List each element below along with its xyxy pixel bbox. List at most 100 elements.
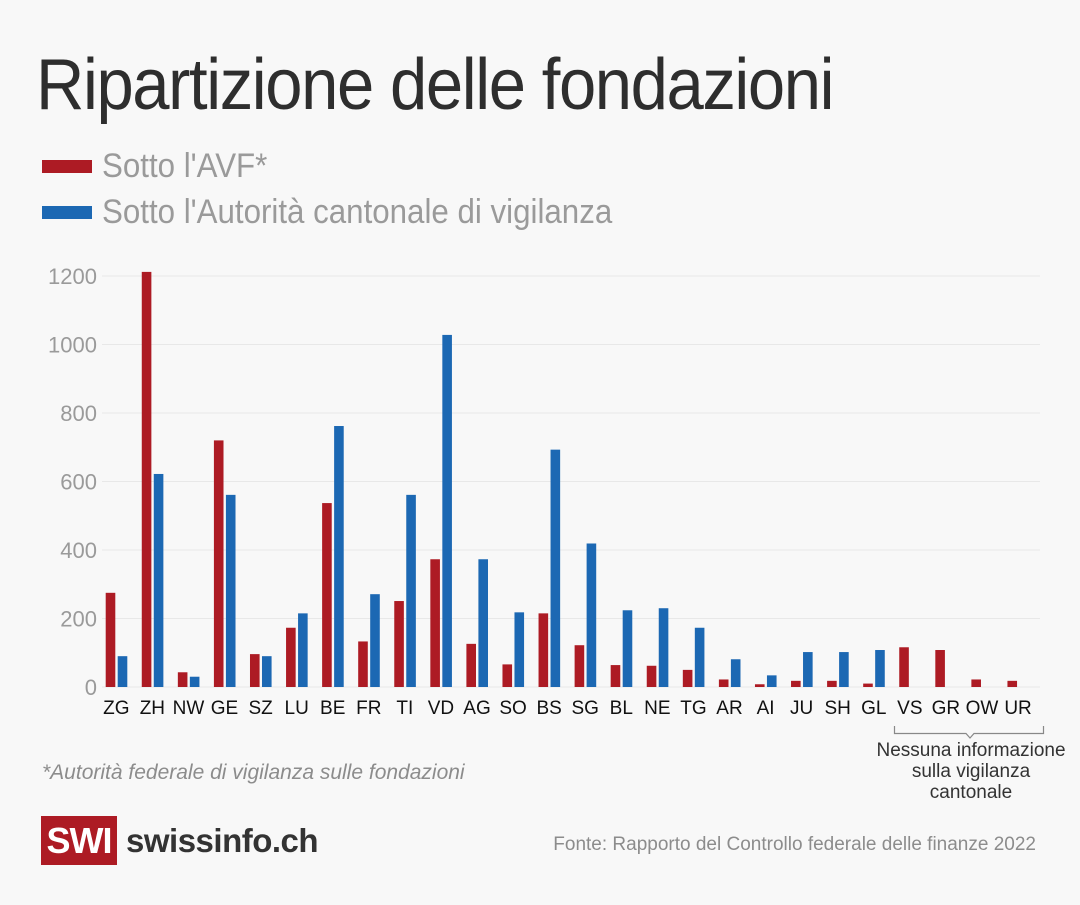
- x-tick-label: TG: [680, 698, 706, 719]
- source-note: Fonte: Rapporto del Controllo federale d…: [553, 834, 1036, 855]
- bars: [105, 271, 1018, 687]
- y-axis-ticks: 0 200 400 600 800 1000 1200: [48, 264, 97, 700]
- bar-avf-so[interactable]: [502, 664, 513, 687]
- bar-avf-zh[interactable]: [141, 271, 152, 687]
- bar-cantonal-zg[interactable]: [117, 656, 128, 687]
- bar-avf-ow[interactable]: [971, 679, 981, 687]
- annotation-bracket: [893, 726, 1045, 739]
- bar-avf-ge[interactable]: [213, 440, 224, 687]
- x-tick-label: BS: [536, 698, 561, 719]
- legend-swatch-avf: [42, 159, 92, 173]
- footnote: *Autorità federale di vigilanza sulle fo…: [42, 761, 465, 784]
- x-tick-label: GL: [861, 698, 886, 719]
- bar-avf-be[interactable]: [322, 503, 332, 687]
- bar-avf-gl[interactable]: [863, 683, 873, 687]
- bar-avf-sh[interactable]: [827, 680, 837, 687]
- x-tick-label: VS: [897, 698, 922, 719]
- x-tick-label: FR: [356, 698, 381, 719]
- bar-cantonal-ag[interactable]: [478, 559, 488, 687]
- y-tick-label: 1000: [48, 333, 97, 358]
- bar-cantonal-sg[interactable]: [586, 543, 597, 687]
- x-tick-label: GR: [932, 698, 961, 719]
- bar-avf-bl[interactable]: [610, 665, 621, 687]
- bar-avf-ag[interactable]: [466, 643, 476, 687]
- bar-avf-ur[interactable]: [1007, 680, 1018, 687]
- x-tick-label: BE: [320, 698, 345, 719]
- bar-avf-ar[interactable]: [718, 679, 729, 687]
- annotation-line-3: cantonale: [929, 782, 1013, 803]
- y-tick-label: 400: [60, 538, 97, 563]
- legend-item-avf: Sotto l'AVF*: [42, 146, 282, 186]
- x-tick-label: AG: [463, 698, 490, 719]
- no-info-annotation: Nessuna informazione sulla vigilanza can…: [866, 740, 1076, 803]
- bar-cantonal-so[interactable]: [514, 612, 525, 687]
- x-tick-label: SZ: [248, 698, 273, 719]
- swissinfo-logo[interactable]: SWI swissinfo.ch: [41, 816, 319, 865]
- bar-cantonal-vd[interactable]: [442, 334, 452, 687]
- bar-avf-ju[interactable]: [791, 680, 801, 687]
- bar-avf-sz[interactable]: [249, 654, 260, 687]
- bar-avf-fr[interactable]: [358, 641, 368, 687]
- swi-logo-mark: SWI: [41, 816, 117, 865]
- bar-cantonal-fr[interactable]: [370, 594, 380, 687]
- bar-cantonal-lu[interactable]: [298, 613, 308, 687]
- bar-avf-ai[interactable]: [754, 684, 765, 687]
- bar-cantonal-gl[interactable]: [875, 650, 885, 687]
- bar-cantonal-be[interactable]: [334, 426, 344, 687]
- bar-cantonal-zh[interactable]: [153, 473, 164, 687]
- bar-avf-ti[interactable]: [394, 601, 404, 687]
- bar-cantonal-ar[interactable]: [730, 659, 741, 687]
- x-tick-label: SO: [499, 698, 526, 719]
- bar-cantonal-bs[interactable]: [550, 449, 561, 687]
- y-tick-label: 1200: [48, 264, 97, 289]
- x-axis-ticks: ZG ZH NW GE SZ LU BE FR TI VD AG SO BS SG BL NE TG AR AI JU…: [103, 698, 1032, 719]
- x-tick-label: NW: [173, 698, 205, 719]
- bar-cantonal-sh[interactable]: [839, 652, 849, 687]
- bar-avf-vs[interactable]: [899, 647, 909, 687]
- x-tick-label: VD: [428, 698, 454, 719]
- swissinfo-logo-text: swissinfo.ch: [126, 821, 319, 859]
- legend-label-avf: Sotto l'AVF*: [102, 146, 268, 185]
- bar-cantonal-ju[interactable]: [803, 652, 813, 687]
- bar-avf-zg[interactable]: [105, 592, 116, 687]
- bar-cantonal-ti[interactable]: [406, 494, 416, 687]
- bar-avf-tg[interactable]: [682, 669, 693, 687]
- x-tick-label: OW: [966, 698, 999, 719]
- bar-avf-ne[interactable]: [646, 665, 657, 687]
- x-tick-label: JU: [790, 698, 813, 719]
- bar-avf-nw[interactable]: [177, 672, 188, 687]
- y-tick-label: 0: [85, 675, 97, 700]
- bar-cantonal-bl[interactable]: [622, 610, 633, 687]
- bar-cantonal-tg[interactable]: [694, 627, 705, 687]
- annotation-line-2: sulla vigilanza: [911, 761, 1031, 782]
- bar-avf-vd[interactable]: [430, 559, 440, 687]
- x-tick-label: ZG: [103, 698, 129, 719]
- y-tick-label: 200: [60, 607, 97, 632]
- bar-avf-lu[interactable]: [286, 627, 296, 687]
- x-tick-label: TI: [396, 698, 413, 719]
- y-tick-label: 600: [60, 470, 97, 495]
- bar-avf-sg[interactable]: [574, 645, 585, 687]
- y-tick-label: 800: [60, 401, 97, 426]
- bar-cantonal-ge[interactable]: [225, 494, 236, 687]
- x-tick-label: SH: [824, 698, 850, 719]
- bar-cantonal-nw[interactable]: [189, 676, 200, 687]
- bar-avf-bs[interactable]: [538, 613, 549, 687]
- x-tick-label: SG: [571, 698, 598, 719]
- x-tick-label: UR: [1004, 698, 1031, 719]
- bar-avf-gr[interactable]: [935, 650, 945, 687]
- bar-cantonal-ne[interactable]: [658, 608, 669, 687]
- x-tick-label: LU: [285, 698, 309, 719]
- x-tick-label: GE: [211, 698, 238, 719]
- legend-label-cantonal: Sotto l'Autorità cantonale di vigilanza: [102, 192, 613, 231]
- chart-title: Ripartizione delle fondazioni: [36, 45, 834, 125]
- x-tick-label: ZH: [140, 698, 165, 719]
- bar-cantonal-sz[interactable]: [261, 656, 272, 687]
- gridlines: [102, 275, 1040, 688]
- x-tick-label: AI: [757, 698, 775, 719]
- legend-swatch-cantonal: [42, 205, 92, 219]
- x-tick-label: BL: [610, 698, 633, 719]
- legend-item-cantonal: Sotto l'Autorità cantonale di vigilanza: [42, 192, 657, 232]
- bar-cantonal-ai[interactable]: [766, 675, 777, 687]
